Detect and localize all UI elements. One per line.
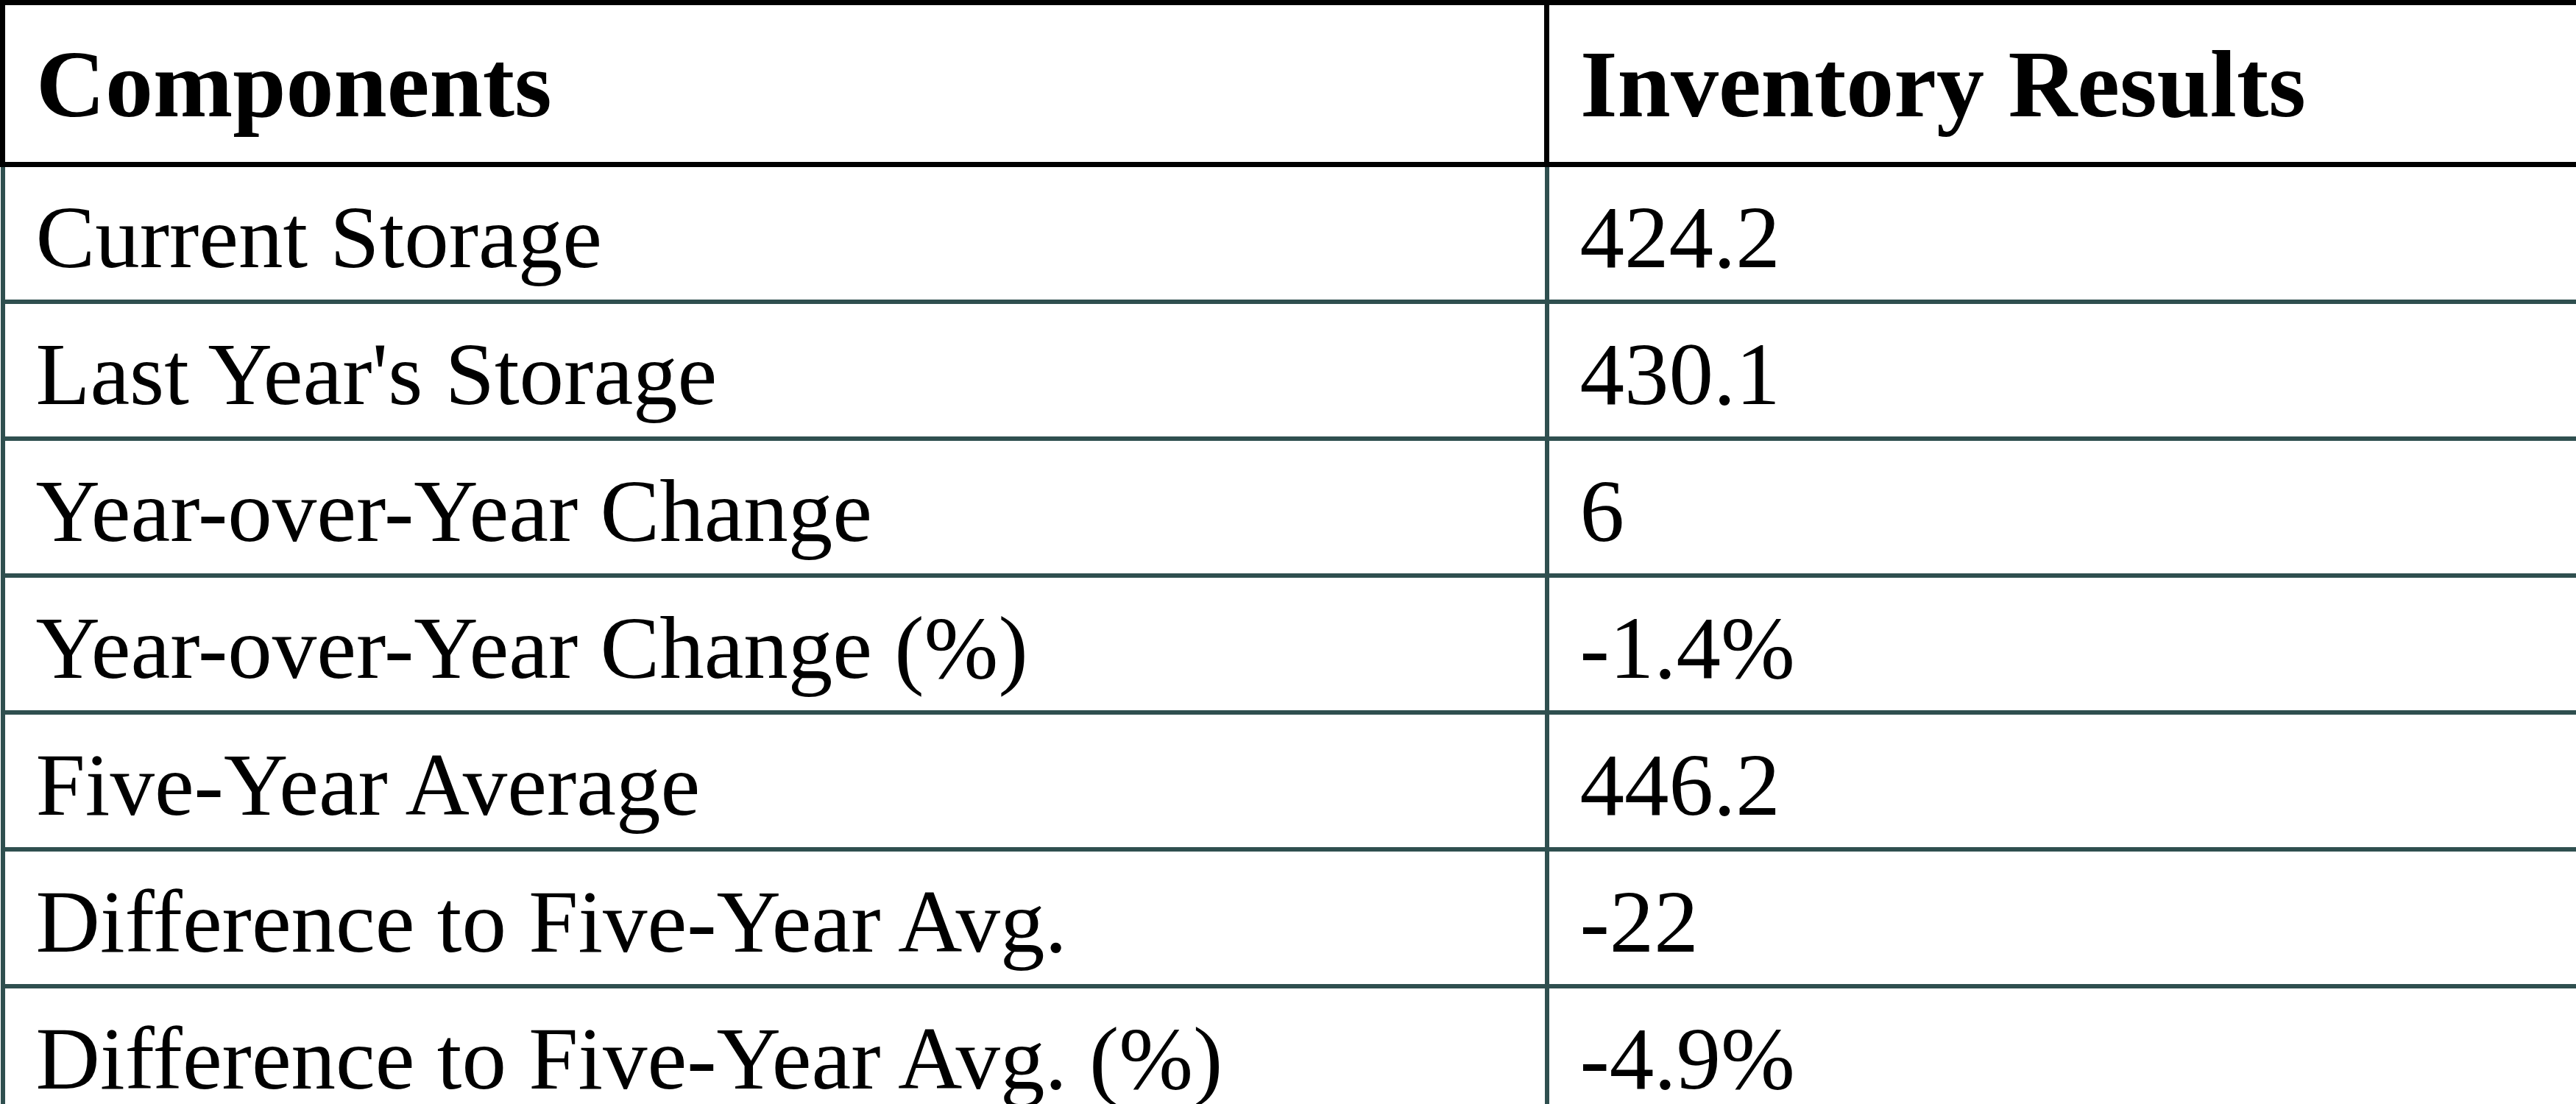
table-row-yoy-change: Year-over-Year Change 6 (3, 439, 2576, 576)
row-label: Five-Year Average (3, 712, 1547, 849)
inventory-results-table: Components Inventory Results Current Sto… (0, 0, 2576, 1104)
row-label: Difference to Five-Year Avg. (3, 849, 1547, 986)
inventory-results-column-header: Inventory Results (1547, 3, 2576, 165)
table-row-diff-five-year-avg-pct: Difference to Five-Year Avg. (%) -4.9% (3, 986, 2576, 1104)
table-row-yoy-change-pct: Year-over-Year Change (%) -1.4% (3, 576, 2576, 712)
components-column-header: Components (3, 3, 1547, 165)
row-value: 430.1 (1547, 302, 2576, 439)
row-value: -4.9% (1547, 986, 2576, 1104)
row-label: Last Year's Storage (3, 302, 1547, 439)
row-label: Difference to Five-Year Avg. (%) (3, 986, 1547, 1104)
row-value: 6 (1547, 439, 2576, 576)
row-value: -1.4% (1547, 576, 2576, 712)
row-value: -22 (1547, 849, 2576, 986)
header-row: Components Inventory Results (3, 3, 2576, 165)
table-row-diff-five-year-avg: Difference to Five-Year Avg. -22 (3, 849, 2576, 986)
table-row-last-years-storage: Last Year's Storage 430.1 (3, 302, 2576, 439)
table-row-current-storage: Current Storage 424.2 (3, 165, 2576, 302)
row-value: 446.2 (1547, 712, 2576, 849)
row-label: Year-over-Year Change (3, 439, 1547, 576)
row-label: Year-over-Year Change (%) (3, 576, 1547, 712)
table-row-five-year-average: Five-Year Average 446.2 (3, 712, 2576, 849)
row-value: 424.2 (1547, 165, 2576, 302)
row-label: Current Storage (3, 165, 1547, 302)
